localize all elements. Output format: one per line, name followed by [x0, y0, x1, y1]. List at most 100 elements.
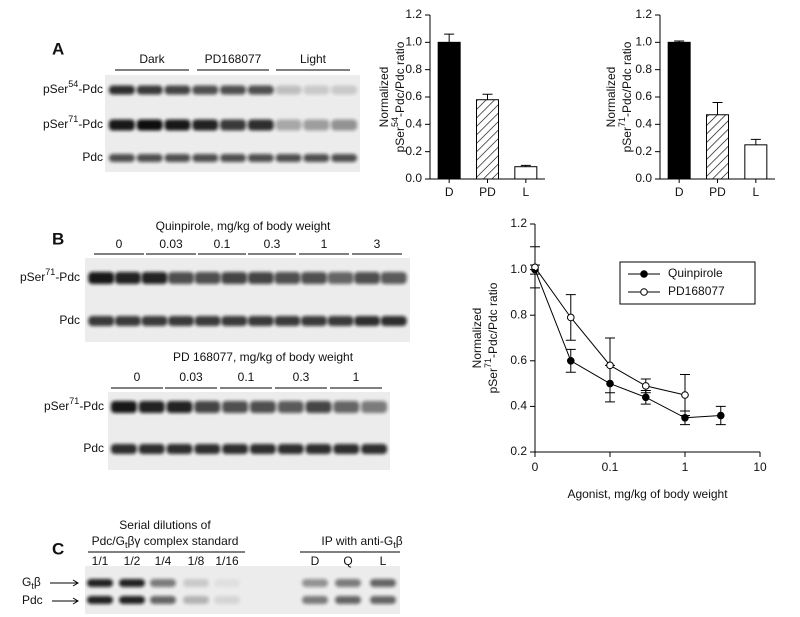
- blot-band: [305, 444, 332, 454]
- x-tick-label: 0: [532, 460, 539, 474]
- point: [641, 393, 650, 402]
- blot-band: [220, 119, 246, 131]
- blot-band: [277, 444, 304, 454]
- blot-band: [300, 272, 327, 284]
- blot-band: [303, 119, 330, 131]
- y-tick-label: 0.8: [510, 307, 527, 321]
- error-bar: [482, 93, 493, 100]
- error-bar: [712, 101, 723, 115]
- blot-title-part: Pdc/G: [92, 534, 125, 548]
- blot-band: [108, 154, 135, 162]
- x-tick-label: PD: [709, 185, 726, 199]
- panel-label: B: [52, 229, 64, 248]
- row-label-part: -Pdc: [55, 270, 80, 284]
- blot-band: [354, 316, 381, 326]
- lane-label: 0.1: [214, 237, 231, 251]
- y-axis-label: Normalized: [377, 67, 391, 128]
- blot-band: [88, 316, 115, 326]
- blot-title-part: β: [396, 534, 403, 548]
- row-label-part: pSer: [20, 270, 45, 284]
- lane-label: 0.3: [293, 370, 310, 384]
- blot-band: [335, 596, 361, 604]
- legend-marker: [640, 270, 648, 278]
- point: [681, 391, 689, 399]
- bar: [476, 99, 499, 180]
- blot-band: [136, 154, 163, 162]
- row-label: Gtβ: [22, 575, 41, 591]
- row-label-part: -Pdc: [78, 117, 103, 131]
- row-label: pSer71-Pdc: [44, 396, 104, 413]
- blot-band: [214, 579, 240, 587]
- row-label-part: Pdc: [59, 313, 80, 327]
- blot-band: [247, 119, 274, 131]
- blot-band: [361, 401, 388, 413]
- arrow: [52, 597, 79, 605]
- row-label: Pdc: [22, 593, 43, 607]
- blot-band: [274, 272, 301, 284]
- row-label-sup: 71: [69, 396, 79, 406]
- arrow: [50, 579, 79, 587]
- blot-band: [192, 119, 219, 131]
- blot-band: [119, 579, 145, 587]
- row-label-part: G: [22, 575, 31, 589]
- y-axis-label-part: pSer: [393, 127, 407, 152]
- blot-band: [370, 579, 396, 587]
- lane-label: 0: [134, 370, 141, 384]
- blot-band: [168, 272, 195, 284]
- blot-band: [222, 444, 249, 454]
- blot-band: [164, 85, 191, 95]
- y-axis-label-part: -Pdc/Pdc ratio: [393, 41, 407, 117]
- lane-label: 3: [374, 237, 381, 251]
- lane-label: D: [311, 554, 320, 568]
- y-axis-label-sup: 71: [483, 358, 493, 368]
- error-bar: [674, 40, 685, 43]
- row-label-part: -Pdc: [78, 82, 103, 96]
- lane-label: 1/2: [124, 554, 141, 568]
- y-tick-label: 1.2: [405, 7, 422, 21]
- blot-band: [194, 316, 221, 326]
- blot-band: [150, 579, 176, 587]
- blot-band: [327, 316, 354, 326]
- blot-title: Pdc/Gtβγ complex standard: [92, 534, 239, 550]
- y-axis-label: pSer71-Pdc/Pdc ratio: [617, 41, 634, 152]
- blot-band: [214, 596, 240, 604]
- blot-band: [220, 85, 246, 95]
- row-label: pSer71-Pdc: [43, 114, 103, 131]
- row-label-part: Pdc: [83, 441, 104, 455]
- blot-band: [136, 85, 163, 95]
- blot-band: [119, 596, 145, 604]
- row-label: Pdc: [82, 150, 103, 164]
- blot-band: [166, 401, 193, 413]
- lane-label: 1/16: [215, 554, 239, 568]
- blot-band: [108, 85, 135, 95]
- x-tick-label: 10: [753, 460, 767, 474]
- lane-label: 0.3: [264, 237, 281, 251]
- x-axis-label: Agonist, mg/kg of body weight: [567, 487, 728, 501]
- blot-band: [380, 316, 407, 326]
- blot-band: [138, 401, 165, 413]
- blot-band: [370, 596, 396, 604]
- blot-title: IP with anti-Gtβ: [321, 534, 402, 550]
- y-tick-label: 0.8: [405, 62, 422, 76]
- point: [566, 313, 575, 322]
- x-tick-label: L: [522, 185, 529, 199]
- row-label-part: pSer: [44, 399, 69, 413]
- blot-band: [138, 444, 165, 454]
- blot-band: [303, 85, 330, 95]
- blot-band: [249, 444, 276, 454]
- y-axis-label: Normalized: [604, 67, 618, 128]
- legend-label: PD168077: [668, 284, 725, 298]
- blot-band: [221, 316, 248, 326]
- y-axis-label-part: -Pdc/Pdc ratio: [620, 41, 634, 117]
- lane-label: 1/8: [188, 554, 205, 568]
- blot-band: [194, 401, 221, 413]
- panel-label: C: [52, 539, 64, 558]
- row-label: pSer54-Pdc: [43, 79, 103, 96]
- blot-band: [114, 316, 141, 326]
- blot-band: [274, 316, 301, 326]
- x-tick-label: D: [675, 185, 684, 199]
- series-line: [534, 269, 721, 419]
- blot-band: [275, 85, 302, 95]
- blot-title: Quinpirole, mg/kg of body weight: [156, 219, 331, 233]
